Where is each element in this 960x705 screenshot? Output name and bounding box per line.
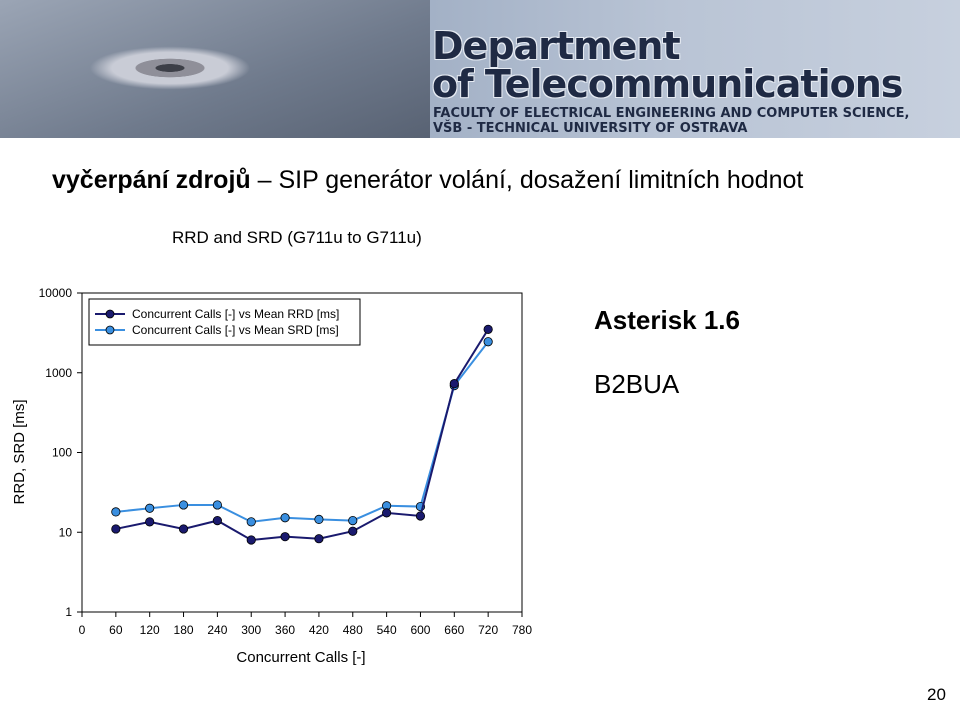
department-banner: Department of Telecommunications FACULTY… xyxy=(0,0,960,138)
asterisk-label: Asterisk 1.6 xyxy=(594,305,740,335)
series-0-point xyxy=(449,379,459,389)
slide-title-bold: vyčerpání zdrojů xyxy=(52,166,251,194)
y-tick-label: 10 xyxy=(59,525,73,539)
b2bua-label: B2BUA xyxy=(594,369,680,399)
series-1-point xyxy=(178,500,189,510)
series-1-point xyxy=(348,515,358,526)
y-tick-label: 1000 xyxy=(45,366,72,380)
y-tick-label: 100 xyxy=(52,446,72,460)
series-0-point xyxy=(382,508,392,518)
series-line-1 xyxy=(115,341,489,523)
series-0-point xyxy=(212,515,222,526)
legend-label-0: Concurrent Calls [-] vs Mean RRD [ms] xyxy=(132,307,339,321)
y-tick-label: 1 xyxy=(65,605,72,619)
x-tick-label: 720 xyxy=(478,623,498,637)
x-tick-label: 300 xyxy=(241,623,261,637)
series-1-point xyxy=(280,513,290,523)
page-number: 20 xyxy=(927,685,946,704)
x-tick-label: 660 xyxy=(444,623,464,637)
banner-faculty: FACULTY OF ELECTRICAL ENGINEERING AND CO… xyxy=(433,106,910,121)
legend-box xyxy=(88,298,361,346)
x-axis-title: Concurrent Calls [-] xyxy=(236,649,365,666)
banner-title-line1: Department xyxy=(432,24,681,68)
x-tick-label: 0 xyxy=(79,623,86,637)
banner-title-line2: of Telecommunications xyxy=(432,62,903,106)
series-0-point xyxy=(246,535,256,545)
series-0-point xyxy=(415,511,426,521)
x-tick-label: 60 xyxy=(109,623,123,637)
x-tick-label: 780 xyxy=(512,623,532,637)
series-1-point xyxy=(246,517,256,527)
series-0-point xyxy=(178,524,189,534)
series-1-point xyxy=(212,500,222,510)
x-tick-label: 540 xyxy=(377,623,397,637)
slide-title: vyčerpání zdrojů – SIP generátor volání,… xyxy=(52,166,803,195)
x-tick-label: 240 xyxy=(207,623,227,637)
series-1-point xyxy=(314,514,324,524)
legend-marker-0 xyxy=(105,309,115,319)
series-0-point xyxy=(348,526,358,536)
chart-title: RRD and SRD (G711u to G711u) xyxy=(172,228,422,247)
series-0-point xyxy=(280,532,290,542)
x-tick-label: 360 xyxy=(275,623,295,637)
banner-university: VŠB - TECHNICAL UNIVERSITY OF OSTRAVA xyxy=(433,121,748,136)
series-0-point xyxy=(111,524,121,534)
series-1-point xyxy=(483,337,493,347)
y-axis-title: RRD, SRD [ms] xyxy=(11,400,28,505)
x-tick-label: 120 xyxy=(140,623,160,637)
x-tick-label: 480 xyxy=(343,623,363,637)
legend-label-1: Concurrent Calls [-] vs Mean SRD [ms] xyxy=(132,323,339,337)
y-tick-label: 10000 xyxy=(39,286,73,300)
x-tick-label: 420 xyxy=(309,623,329,637)
series-line-0 xyxy=(115,328,490,542)
series-1-point xyxy=(145,503,155,513)
x-tick-label: 180 xyxy=(174,623,194,637)
eye-image xyxy=(0,0,430,138)
slide-title-rest: – SIP generátor volání, dosažení limitní… xyxy=(250,166,804,194)
series-0-point xyxy=(314,534,324,544)
series-0-point xyxy=(483,324,493,334)
series-1-point xyxy=(111,507,121,517)
legend-marker-1 xyxy=(105,325,115,335)
x-tick-label: 600 xyxy=(410,623,430,637)
series-0-point xyxy=(145,517,155,527)
